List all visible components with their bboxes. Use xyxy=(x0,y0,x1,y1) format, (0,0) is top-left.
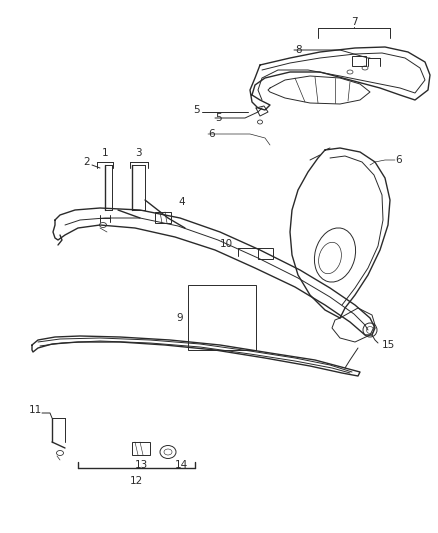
Text: 1: 1 xyxy=(102,148,108,158)
Text: 13: 13 xyxy=(134,460,148,470)
Text: 5: 5 xyxy=(193,105,200,115)
Text: 7: 7 xyxy=(351,17,357,27)
Bar xyxy=(132,442,150,455)
Text: 12: 12 xyxy=(129,476,143,486)
Text: 14: 14 xyxy=(175,460,188,470)
Bar xyxy=(188,285,256,350)
Text: 9: 9 xyxy=(177,313,183,323)
Text: 4: 4 xyxy=(178,197,185,207)
Text: 11: 11 xyxy=(29,405,42,415)
Text: 10: 10 xyxy=(220,239,233,249)
Bar xyxy=(258,248,273,259)
Bar xyxy=(352,56,366,66)
Text: 6: 6 xyxy=(395,155,402,165)
Text: 2: 2 xyxy=(83,157,90,167)
Text: 3: 3 xyxy=(135,148,141,158)
Bar xyxy=(155,212,171,223)
Text: 15: 15 xyxy=(382,340,395,350)
Text: 8: 8 xyxy=(295,45,302,55)
Text: 5: 5 xyxy=(215,113,222,123)
Text: 6: 6 xyxy=(208,129,215,139)
